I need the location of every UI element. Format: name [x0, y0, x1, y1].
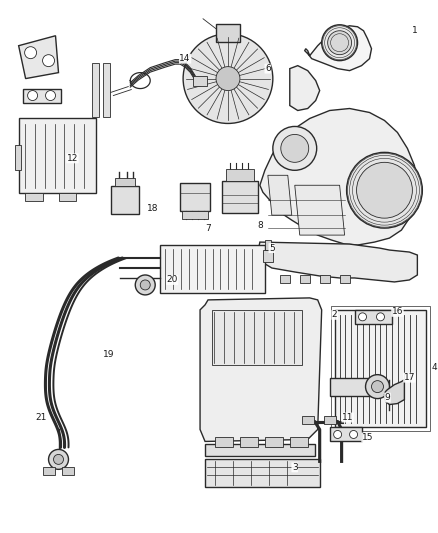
- Bar: [263, 250, 273, 262]
- Polygon shape: [268, 175, 292, 215]
- Circle shape: [140, 280, 150, 290]
- Circle shape: [28, 91, 38, 101]
- Bar: [182, 211, 208, 219]
- Circle shape: [53, 455, 64, 464]
- Bar: [14, 146, 21, 171]
- Text: 21: 21: [35, 413, 46, 422]
- Text: 8: 8: [257, 221, 263, 230]
- Circle shape: [183, 34, 273, 124]
- Bar: [59, 193, 77, 201]
- Bar: [205, 445, 314, 456]
- Circle shape: [346, 152, 422, 228]
- Bar: [63, 467, 74, 475]
- Bar: [324, 416, 336, 424]
- Circle shape: [321, 25, 357, 61]
- Text: 11: 11: [342, 413, 353, 422]
- Bar: [193, 76, 207, 86]
- Text: 1: 1: [412, 26, 417, 35]
- Circle shape: [366, 375, 389, 399]
- Bar: [320, 275, 330, 283]
- Text: 15: 15: [362, 433, 373, 442]
- Bar: [240, 438, 258, 447]
- Bar: [335, 310, 426, 427]
- Bar: [265, 240, 271, 250]
- Circle shape: [357, 163, 413, 218]
- Circle shape: [371, 381, 384, 393]
- Bar: [300, 275, 310, 283]
- Circle shape: [334, 431, 342, 439]
- Text: 12: 12: [67, 154, 78, 163]
- Bar: [355, 310, 392, 324]
- Text: 4: 4: [431, 363, 437, 372]
- Text: 3: 3: [292, 463, 298, 472]
- Text: 18: 18: [146, 204, 158, 213]
- Bar: [212, 310, 302, 365]
- Polygon shape: [290, 66, 320, 110]
- Circle shape: [350, 431, 357, 439]
- Polygon shape: [200, 298, 321, 441]
- Bar: [339, 275, 350, 283]
- Bar: [42, 467, 54, 475]
- Bar: [330, 378, 371, 395]
- Bar: [92, 63, 99, 117]
- Circle shape: [328, 31, 352, 55]
- Circle shape: [25, 47, 37, 59]
- Polygon shape: [19, 36, 59, 78]
- Circle shape: [359, 313, 367, 321]
- Circle shape: [281, 134, 309, 163]
- Bar: [25, 193, 42, 201]
- Bar: [280, 275, 290, 283]
- Circle shape: [273, 126, 317, 171]
- Bar: [180, 183, 210, 211]
- Bar: [115, 178, 135, 186]
- Circle shape: [377, 313, 385, 321]
- Circle shape: [216, 67, 240, 91]
- Polygon shape: [258, 242, 417, 282]
- Polygon shape: [305, 26, 371, 71]
- Text: 7: 7: [205, 224, 211, 232]
- Text: 5: 5: [269, 244, 275, 253]
- Bar: [205, 459, 320, 487]
- Bar: [222, 181, 258, 213]
- Bar: [302, 416, 314, 424]
- Bar: [19, 118, 96, 193]
- Circle shape: [49, 449, 68, 470]
- Bar: [330, 427, 361, 441]
- Text: 6: 6: [265, 64, 271, 73]
- Bar: [160, 245, 265, 293]
- Circle shape: [42, 55, 54, 67]
- Text: 14: 14: [180, 54, 191, 63]
- Text: 17: 17: [404, 373, 415, 382]
- Text: 16: 16: [392, 308, 403, 317]
- Bar: [103, 63, 110, 117]
- Text: 20: 20: [166, 276, 178, 285]
- Circle shape: [135, 275, 155, 295]
- Bar: [23, 88, 60, 102]
- Bar: [331, 306, 430, 432]
- Polygon shape: [260, 109, 417, 245]
- Circle shape: [46, 91, 56, 101]
- Polygon shape: [295, 185, 345, 235]
- Bar: [216, 24, 240, 42]
- Text: 2: 2: [332, 310, 337, 319]
- Text: 9: 9: [385, 393, 390, 402]
- Polygon shape: [385, 379, 404, 405]
- Bar: [111, 186, 139, 214]
- Bar: [215, 438, 233, 447]
- Bar: [226, 169, 254, 181]
- Bar: [265, 438, 283, 447]
- Text: 19: 19: [102, 350, 114, 359]
- Bar: [290, 438, 308, 447]
